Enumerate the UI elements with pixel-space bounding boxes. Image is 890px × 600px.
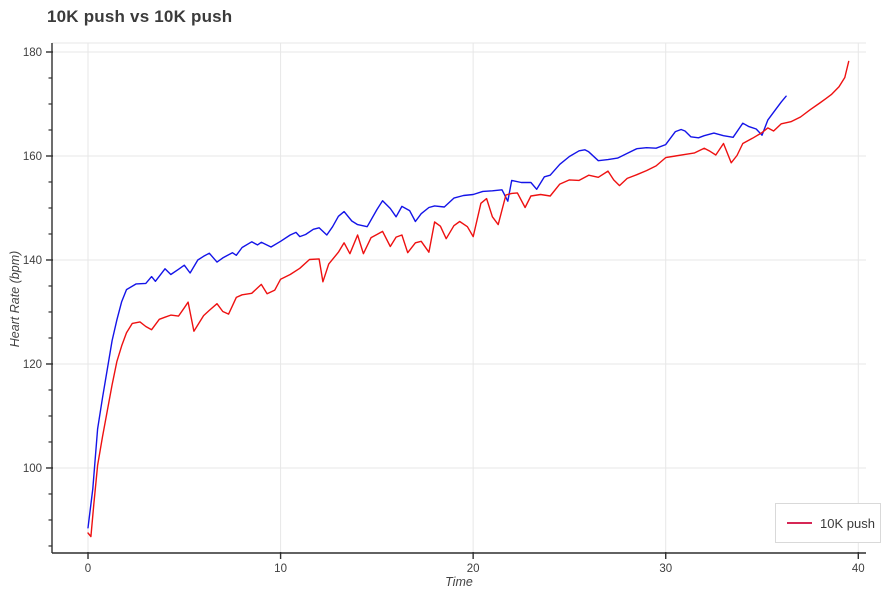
legend-line-swatch (787, 522, 812, 524)
x-tick-label: 30 (659, 563, 672, 575)
y-tick-label: 100 (23, 463, 42, 475)
x-axis-title: Time (445, 575, 473, 589)
y-tick-label: 160 (23, 151, 42, 163)
series-line-blue (87, 95, 787, 529)
y-tick-label: 140 (23, 255, 42, 267)
x-tick-label: 0 (85, 563, 91, 575)
series-line-red (87, 60, 850, 538)
y-tick-label: 180 (23, 47, 42, 59)
legend-label: 10K push (820, 515, 875, 531)
x-tick-label: 10 (274, 563, 287, 575)
x-tick-label: 40 (852, 563, 865, 575)
x-tick-label: 20 (467, 563, 480, 575)
y-tick-label: 120 (23, 359, 42, 371)
chart-title: 10K push vs 10K push (47, 7, 233, 26)
y-axis-title: Heart Rate (bpm) (8, 250, 22, 348)
legend-item[interactable]: 10K push (787, 516, 875, 531)
legend: 10K push (775, 503, 881, 543)
